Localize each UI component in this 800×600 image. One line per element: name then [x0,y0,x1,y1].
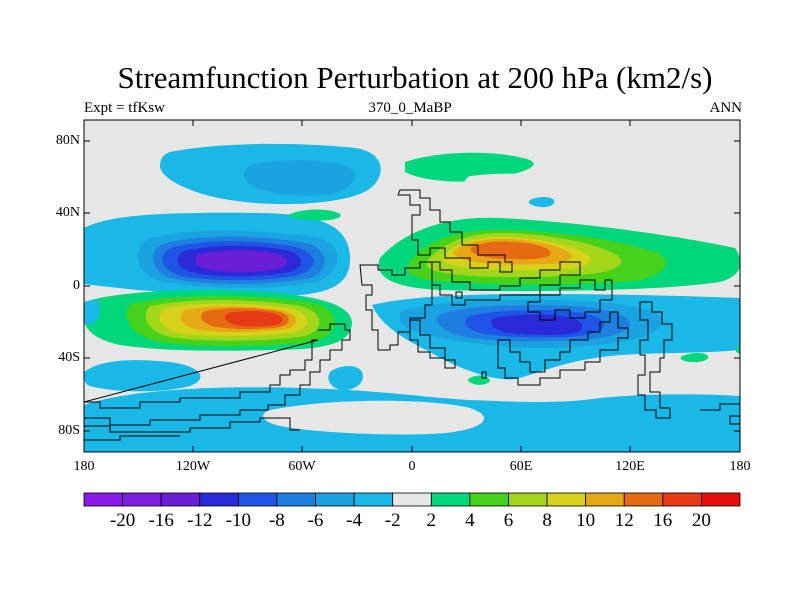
lat-label-40n: 40N [55,205,80,220]
colorbar-swatch [315,492,355,507]
experiment-label: Expt = tfKsw [84,100,165,116]
colorbar-label: 20 [691,510,711,531]
colorbar-swatch [701,492,741,507]
colorbar-swatch [237,492,278,507]
colorbar-swatch [276,492,316,507]
colorbar-label: -2 [384,510,401,531]
lon-label-180w: 180 [73,459,95,474]
lon-label-120w: 120W [175,459,211,474]
colorbar-swatch [469,492,509,507]
colorbar-label: 10 [576,510,596,531]
colorbar-label: -12 [187,510,213,531]
colorbar-label: 2 [426,510,437,531]
colorbar-swatch [160,492,201,507]
colorbar-label: -6 [307,510,324,531]
lon-label-0: 0 [408,459,416,474]
coastlines [84,189,740,441]
colorbar-swatch [585,492,625,507]
colorbar-label: -20 [109,510,136,531]
colorbar-label: 6 [503,510,514,531]
lat-label-80s: 80S [58,423,80,438]
lon-label-180e: 180 [729,459,751,474]
colorbar-swatch [353,492,394,507]
lon-label-60w: 60W [288,459,316,474]
colorbar-label: -10 [225,510,252,531]
lat-label-80n: 80N [55,133,80,148]
colorbar-swatch [508,492,548,507]
contour-field [84,143,740,452]
colorbar [83,492,741,507]
colorbar-swatch [623,492,664,507]
colorbar-swatch [662,492,702,507]
colorbar-label: 12 [614,510,634,531]
period-label: 370_0_MaBP [368,100,452,116]
axis-ticks [84,120,740,452]
colorbar-swatch [199,492,239,507]
colorbar-swatch [392,492,432,507]
lon-label-60e: 60E [509,459,533,474]
colorbar-swatch [122,492,162,507]
colorbar-label: -16 [148,510,174,531]
season-label: ANN [709,100,743,116]
colorbar-label: 4 [465,510,475,531]
colorbar-label: 8 [542,510,552,531]
lat-label-eq: 0 [73,278,80,293]
lon-label-120e: 120E [615,459,645,474]
colorbar-swatch [83,492,123,507]
colorbar-label: -4 [346,510,362,531]
colorbar-label: -8 [268,510,285,531]
lat-label-40s: 40S [58,350,80,365]
plot-title: Streamfunction Perturbation at 200 hPa (… [117,60,713,95]
colorbar-swatch [546,492,587,507]
colorbar-label: 16 [653,510,673,531]
colorbar-swatch [430,492,471,507]
